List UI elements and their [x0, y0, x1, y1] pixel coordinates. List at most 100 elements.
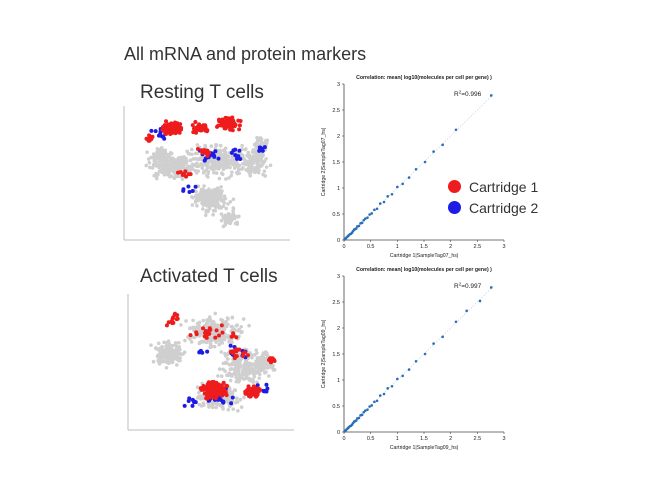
chart-title: Correlation: mean( log10(molecules per c… [356, 267, 492, 273]
data-point [373, 208, 376, 212]
y-tick-label: 2 [337, 326, 340, 332]
x-tick-label: 1 [396, 436, 399, 442]
data-point [423, 352, 427, 356]
data-point [423, 160, 427, 164]
x-tick-label: 2.5 [474, 244, 482, 250]
x-tick-label: 0.5 [367, 436, 375, 442]
data-point [354, 419, 358, 422]
data-point [364, 217, 367, 220]
data-point [432, 150, 435, 153]
data-point [368, 213, 371, 216]
y-tick-label: 0.5 [332, 212, 340, 218]
data-point [489, 286, 493, 289]
data-point [432, 342, 435, 345]
tsne-cartridge-2-cells [149, 126, 267, 194]
data-point [407, 368, 411, 371]
data-point [375, 207, 379, 211]
data-point [454, 128, 458, 132]
data-point [414, 167, 418, 171]
data-point [382, 200, 386, 204]
data-point [378, 394, 382, 397]
legend-swatch-cartridge-1 [448, 180, 461, 193]
x-tick-label: 1.5 [420, 244, 428, 250]
data-point [368, 405, 371, 408]
data-point [362, 410, 366, 414]
data-point [382, 392, 386, 396]
y-tick-label: 3 [337, 82, 340, 88]
r-squared-value: =0.997 [461, 283, 481, 290]
chart-title: Correlation: mean( log10(molecules per c… [356, 75, 492, 81]
data-point [401, 374, 404, 378]
r-squared-superscript: 2 [459, 282, 462, 287]
data-point [354, 227, 358, 230]
data-point [375, 399, 379, 403]
x-tick-label: 1.5 [420, 436, 428, 442]
tsne-cartridge-1-cells [164, 311, 277, 401]
data-point [465, 309, 468, 313]
legend-label-cartridge-2: Cartridge 2 [469, 199, 539, 216]
tsne-cartridge-1-cells [144, 115, 243, 179]
x-tick-label: 3 [502, 436, 505, 442]
x-tick-label: 1 [396, 244, 399, 250]
data-point [360, 413, 364, 417]
data-point [441, 335, 444, 339]
r-squared-symbol: R [454, 283, 459, 290]
panel-title-resting: Resting T cells [140, 82, 264, 103]
data-point [386, 195, 390, 198]
legend: Cartridge 1 Cartridge 2 [448, 176, 538, 218]
x-tick-label: 0 [342, 244, 345, 250]
y-tick-label: 0 [337, 430, 340, 436]
y-tick-label: 1 [337, 186, 340, 192]
tsne-plot-activated [127, 294, 294, 431]
legend-swatch-cartridge-2 [448, 201, 461, 214]
data-point [489, 94, 493, 97]
data-point [441, 143, 444, 147]
x-tick-label: 2.5 [474, 436, 482, 442]
y-tick-label: 0.5 [332, 404, 340, 410]
data-point [454, 320, 458, 324]
data-point [357, 224, 361, 228]
y-tick-label: 2.5 [332, 300, 340, 306]
data-point [357, 416, 361, 420]
data-point [401, 182, 404, 186]
r-squared-value: =0.996 [461, 91, 481, 98]
panel-title-activated: Activated T cells [140, 266, 278, 287]
y-tick-label: 1.5 [332, 160, 340, 166]
y-axis-label: Cartridge 2|SampleTag07_hs| [321, 128, 327, 196]
data-point [414, 359, 418, 363]
correlation-scatter-activated: Correlation: mean( log10(molecules per c… [321, 267, 506, 451]
data-point [366, 408, 369, 411]
data-point [390, 192, 394, 196]
data-point [407, 176, 411, 179]
r-squared-annotation: R2=0.996 [454, 90, 482, 99]
x-tick-label: 2 [449, 244, 452, 250]
data-point [360, 221, 364, 225]
y-tick-label: 0 [337, 238, 340, 244]
data-point [370, 404, 374, 407]
y-tick-label: 3 [337, 274, 340, 280]
x-tick-label: 2 [449, 436, 452, 442]
x-tick-label: 0 [342, 436, 345, 442]
data-point [370, 212, 374, 215]
data-point [362, 218, 366, 222]
x-axis-label: Cartridge 1|SampleTag07_hs| [390, 253, 458, 259]
slide-title: All mRNA and protein markers [124, 44, 367, 64]
data-point [373, 400, 376, 404]
data-point [366, 216, 369, 219]
data-point [386, 387, 390, 390]
x-tick-label: 3 [502, 244, 505, 250]
data-point [390, 384, 394, 388]
y-axis-label: Cartridge 2|SampleTag09_hs| [321, 320, 327, 388]
data-point [478, 299, 482, 303]
legend-item-cartridge-2: Cartridge 2 [448, 197, 538, 218]
correlation-scatter-resting: Correlation: mean( log10(molecules per c… [321, 75, 506, 259]
x-axis-label: Cartridge 1|SampleTag09_hs| [390, 445, 458, 451]
tsne-plot-resting [123, 106, 290, 241]
r-squared-symbol: R [454, 91, 459, 98]
data-point [396, 185, 399, 189]
data-point [364, 409, 367, 412]
r-squared-superscript: 2 [459, 90, 462, 95]
y-tick-label: 1 [337, 378, 340, 384]
y-tick-label: 1.5 [332, 352, 340, 358]
data-point [378, 202, 382, 205]
